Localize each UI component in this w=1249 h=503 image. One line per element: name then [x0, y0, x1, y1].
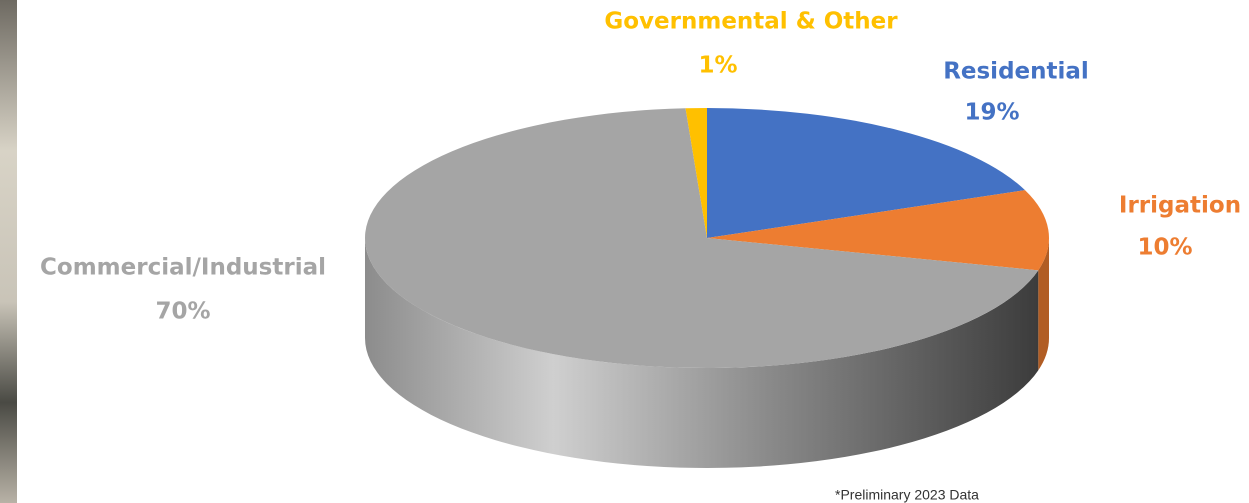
slice-label: Governmental & Other [604, 9, 898, 35]
slice-label: Irrigation [1119, 193, 1241, 219]
slice-side-shade [1038, 238, 1049, 371]
pie [364, 108, 1050, 469]
slice-value-label: 70% [155, 299, 210, 325]
slice [365, 108, 1039, 368]
slice [685, 108, 707, 238]
slice-side [364, 238, 1039, 469]
slice-value-label: 1% [698, 53, 737, 79]
footnote: *Preliminary 2023 Data [835, 487, 979, 503]
slice-value-label: 10% [1137, 235, 1192, 261]
slice-label: Commercial/Industrial [40, 255, 326, 281]
slice [707, 108, 1025, 238]
slice-value-label: 19% [964, 100, 1019, 126]
photo-strip [0, 0, 17, 503]
slice-side [1038, 238, 1049, 371]
slice-label: Residential [943, 59, 1089, 85]
slice [707, 190, 1050, 271]
